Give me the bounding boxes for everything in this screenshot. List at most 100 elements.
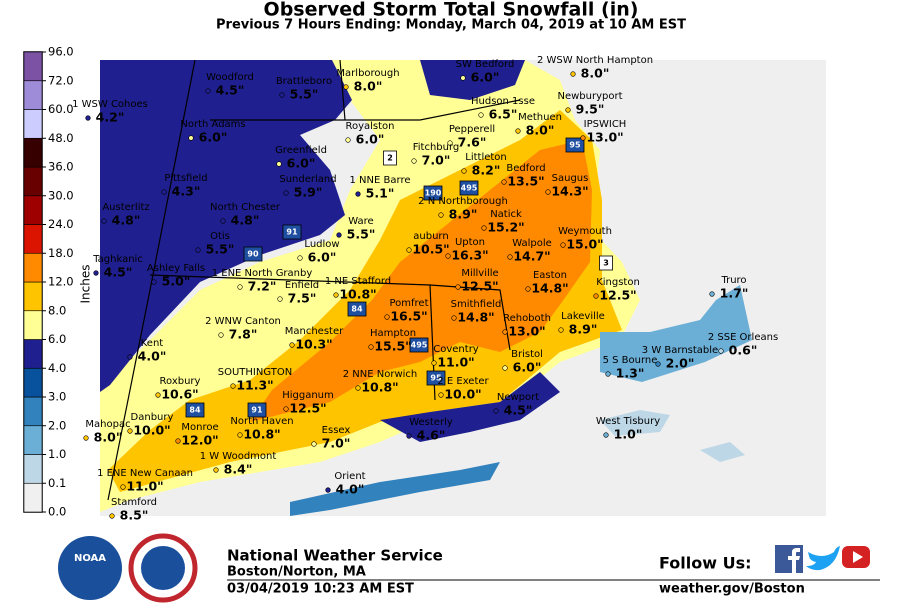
station-value: 13.5" — [507, 174, 544, 189]
station-value: 4.0" — [336, 482, 365, 497]
station-name: Bristol — [511, 349, 543, 360]
station-point — [276, 161, 282, 167]
route-shield-label: 91 — [286, 228, 298, 237]
station-value: 4.3" — [172, 184, 201, 199]
station-value: 8.0" — [354, 79, 383, 94]
colorbar-tick-label: 30.0 — [48, 188, 74, 202]
station-name: 3 W Barnstable — [642, 345, 718, 356]
station-name: Pepperell — [449, 124, 495, 135]
station-point — [545, 189, 551, 195]
station-value: 4.8" — [231, 213, 260, 228]
station-value: 8.9" — [569, 322, 598, 337]
station-name: Essex — [322, 425, 351, 436]
station-name: Methuen — [518, 112, 562, 123]
station-value: 14.8" — [531, 281, 568, 296]
station-point — [175, 438, 181, 444]
station-value: 12.0" — [181, 433, 218, 448]
station-point — [93, 270, 99, 276]
station-name: Orient — [334, 471, 365, 482]
station-point — [605, 371, 611, 377]
station-point — [289, 342, 295, 348]
station-name: Brattleboro — [276, 76, 332, 87]
station-point — [345, 137, 351, 143]
route-shield-label: 2 — [387, 154, 393, 163]
station-point — [195, 247, 201, 253]
station-point — [155, 392, 161, 398]
station-value: 7.2" — [248, 279, 277, 294]
station-value: 0.6" — [729, 343, 758, 358]
website: weather.gov/Boston — [659, 582, 805, 597]
station-point — [355, 191, 361, 197]
station-point — [336, 232, 342, 238]
station-point — [580, 135, 586, 141]
station-point — [283, 190, 289, 196]
station-name: 2 NNE Norwich — [343, 369, 418, 380]
station-point — [85, 115, 91, 121]
youtube-glyph — [853, 551, 863, 563]
station-name: Westerly — [409, 417, 453, 428]
station-point — [481, 225, 487, 231]
station-name: 2 WNW Canton — [205, 316, 281, 327]
station-point — [447, 140, 453, 146]
station-point — [311, 441, 317, 447]
station-name: 1 ENE North Granby — [212, 268, 313, 279]
station-name: Taghkanic — [92, 254, 143, 265]
colorbar-segment — [23, 109, 43, 139]
station-point — [655, 361, 661, 367]
station-value: 7.0" — [322, 436, 351, 451]
station-value: 8.0" — [526, 123, 555, 138]
station-point — [218, 332, 224, 338]
station-value: 4.5" — [504, 403, 533, 418]
station-point — [127, 354, 133, 360]
station-value: 11.0" — [437, 355, 474, 370]
state-border — [210, 99, 521, 121]
station-name: Austerlitz — [102, 202, 149, 213]
station-point — [593, 293, 599, 299]
route-shield — [247, 402, 267, 418]
station-point — [431, 360, 437, 366]
station-name: 1 ENE New Canaan — [97, 468, 193, 479]
noaa-logo — [58, 536, 122, 600]
station-name: IPSWICH — [584, 119, 627, 130]
station-name: Newburyport — [557, 91, 622, 102]
station-name: Rehoboth — [503, 313, 551, 324]
station-point — [83, 435, 89, 441]
station-point — [501, 179, 507, 185]
zone-4-6 — [100, 60, 352, 392]
station-point — [558, 327, 564, 333]
route-shield — [409, 337, 429, 353]
station-point — [515, 128, 521, 134]
colorbar-tick-label: 8.0 — [48, 303, 66, 317]
station-value: 8.9" — [449, 207, 478, 222]
route-shield-label: 95 — [430, 374, 442, 383]
state-border — [339, 59, 346, 121]
station-point — [565, 107, 571, 113]
station-value: 9.5" — [576, 102, 605, 117]
facebook-glyph — [788, 548, 800, 573]
station-point — [438, 212, 444, 218]
station-value: 7.8" — [229, 327, 258, 342]
station-value: 14.3" — [551, 184, 588, 199]
station-name: Easton — [533, 270, 567, 281]
station-value: 10.8" — [339, 287, 376, 302]
office-location: Boston/Norton, MA — [227, 565, 366, 580]
station-value: 4.5" — [104, 265, 133, 280]
station-value: 4.2" — [96, 110, 125, 125]
route-shield-label: 95 — [569, 141, 581, 150]
route-shield — [565, 137, 585, 153]
station-point — [283, 406, 289, 412]
long-island — [290, 462, 500, 516]
station-name: Hampton — [370, 328, 416, 339]
station-point — [343, 84, 349, 90]
station-point — [237, 284, 243, 290]
station-value: 5.0" — [162, 274, 191, 289]
station-value: 5.9" — [294, 185, 323, 200]
colorbar-segment — [23, 396, 43, 427]
station-value: 1.7" — [720, 286, 749, 301]
station-point — [205, 88, 211, 94]
twitter-icon[interactable] — [806, 546, 840, 571]
station-value: 10.6" — [161, 387, 198, 402]
route-shield — [243, 246, 263, 262]
station-value: 6.0" — [287, 156, 316, 171]
